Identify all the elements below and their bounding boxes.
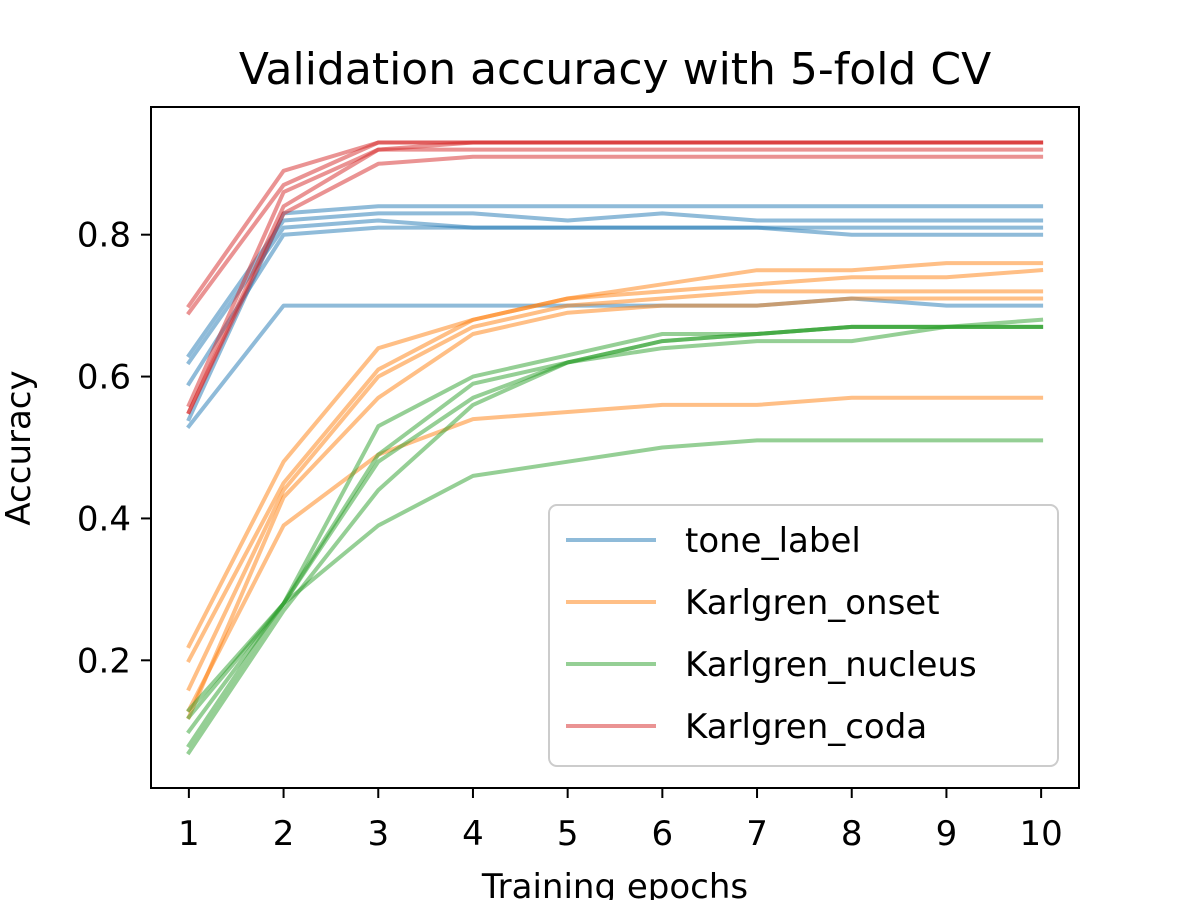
x-tick-label: 4 (462, 814, 484, 854)
series-line-tone_label-fold-3 (186, 218, 1044, 366)
series-Karlgren_onset (186, 261, 1044, 720)
series-Karlgren_nucleus (186, 317, 1044, 756)
series-line-Karlgren_onset-fold-5 (186, 261, 1044, 649)
x-tick-label: 1 (178, 814, 200, 854)
y-axis-label: Accuracy (0, 370, 39, 525)
x-tick-label: 9 (936, 814, 958, 854)
x-tick-label: 2 (273, 814, 295, 854)
series-line-Karlgren_onset-fold-3 (186, 289, 1044, 692)
chart-title: Validation accuracy with 5-fold CV (239, 44, 991, 95)
series-Karlgren_coda (186, 140, 1044, 415)
series-line-Karlgren_nucleus-fold-1 (186, 438, 1044, 720)
series-line-Karlgren_nucleus-fold-5 (186, 324, 1044, 713)
series-line-Karlgren_onset-fold-2 (186, 296, 1044, 720)
y-tick-label: 0.6 (77, 358, 131, 398)
y-axis: 0.2 0.4 0.6 0.8 (77, 216, 151, 681)
series-layer (186, 140, 1044, 756)
series-tone_label (186, 204, 1044, 430)
legend-label-tone_label: tone_label (685, 521, 861, 561)
x-tick-label: 7 (746, 814, 768, 854)
x-tick-label: 6 (652, 814, 674, 854)
series-line-tone_label-fold-4 (186, 211, 1044, 359)
series-line-Karlgren_coda-fold-5 (186, 140, 1044, 309)
legend-box (548, 504, 1059, 767)
series-line-Karlgren_coda-fold-2 (186, 147, 1044, 415)
x-tick-label: 10 (1019, 814, 1062, 854)
legend: tone_label Karlgren_onset Karlgren_nucleus… (548, 504, 1059, 767)
x-axis: 1 2 3 4 5 6 7 8 9 10 (178, 788, 1063, 854)
series-line-Karlgren_coda-fold-1 (186, 154, 1044, 415)
series-line-Karlgren_onset-fold-1 (186, 395, 1044, 713)
x-axis-label: Training epochs (481, 867, 748, 900)
y-tick-label: 0.2 (77, 641, 131, 681)
legend-label-Karlgren_coda: Karlgren_coda (685, 707, 927, 747)
series-line-tone_label-fold-1 (186, 296, 1044, 430)
series-line-Karlgren_nucleus-fold-2 (186, 324, 1044, 756)
x-tick-label: 3 (367, 814, 389, 854)
legend-label-Karlgren_nucleus: Karlgren_nucleus (685, 645, 977, 685)
series-line-Karlgren_onset-fold-4 (186, 268, 1044, 664)
series-line-tone_label-fold-5 (186, 204, 1044, 422)
legend-label-Karlgren_onset: Karlgren_onset (685, 583, 940, 623)
y-tick-label: 0.4 (77, 499, 131, 539)
y-tick-label: 0.8 (77, 216, 131, 256)
plot-frame (150, 106, 1080, 789)
x-tick-label: 5 (557, 814, 579, 854)
x-tick-label: 8 (841, 814, 863, 854)
